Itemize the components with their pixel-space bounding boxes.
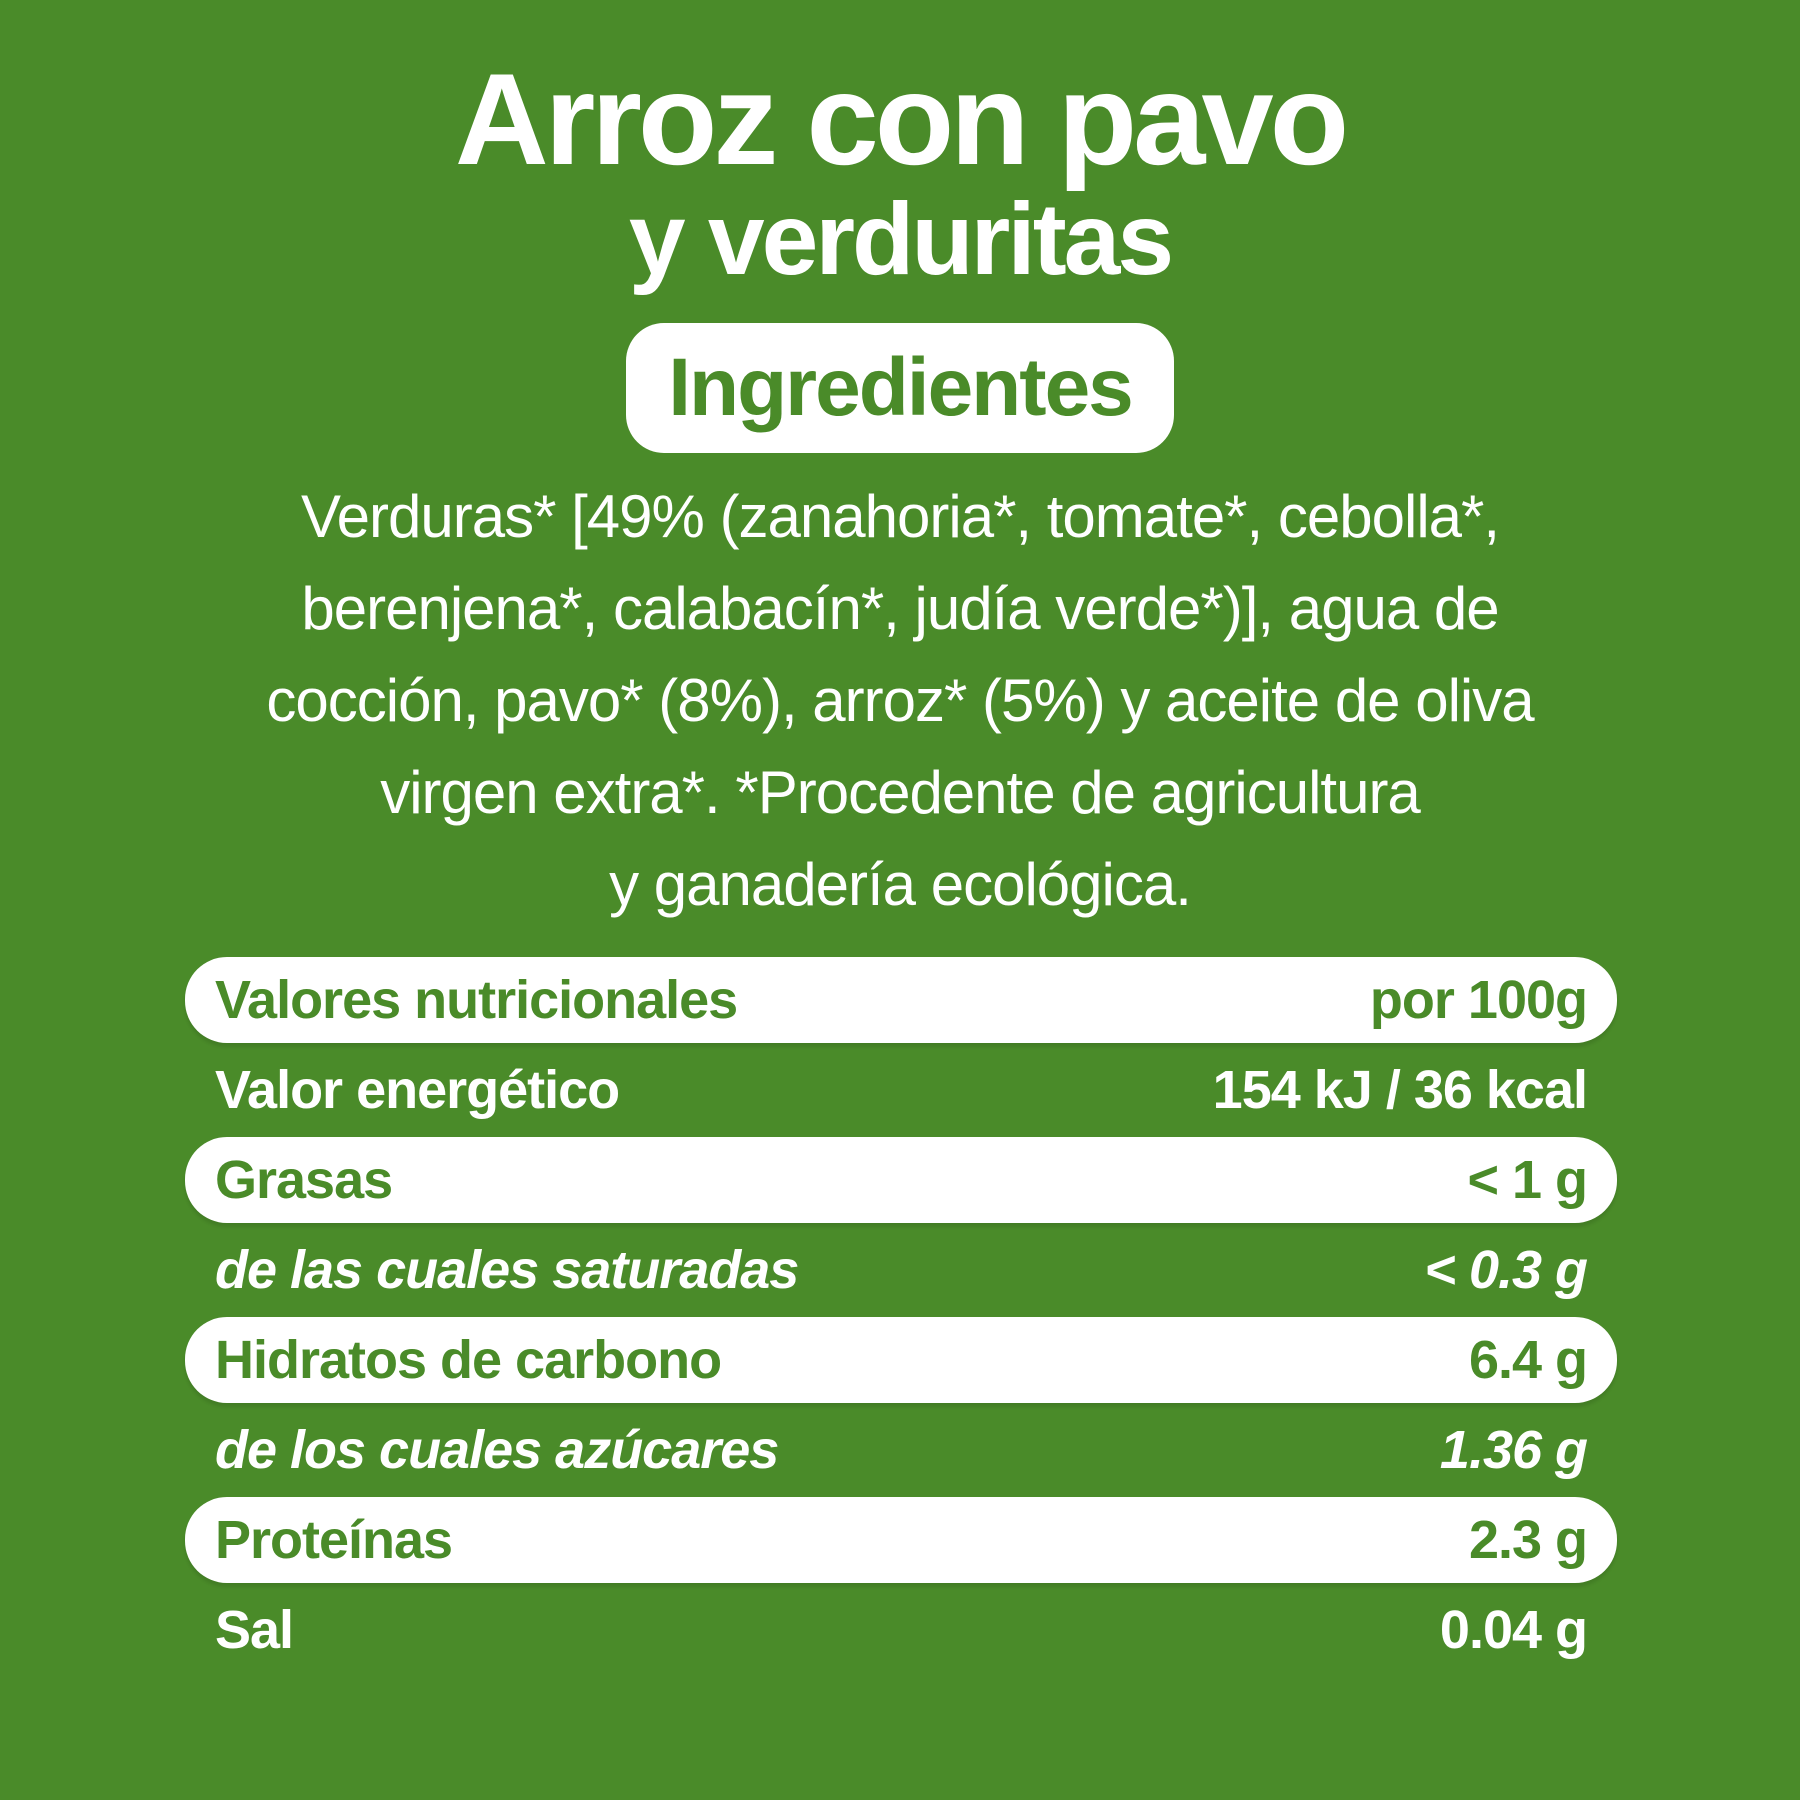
row-value: 2.3 g [1468,1510,1588,1570]
row-value: 6.4 g [1468,1330,1588,1390]
row-value: < 1 g [1467,1150,1588,1210]
table-row: Hidratos de carbono 6.4 g [185,1317,1617,1403]
row-label: Valores nutricionales [215,970,738,1030]
table-row: de las cuales saturadas < 0.3 g [185,1223,1617,1317]
nutrition-table: Valores nutricionales por 100g Valor energ… [185,957,1617,1677]
row-label: Hidratos de carbono [215,1330,722,1390]
row-label: de las cuales saturadas [215,1240,799,1300]
table-row: Sal 0.04 g [185,1583,1617,1677]
row-label: Sal [215,1600,294,1660]
row-value: 1.36 g [1439,1420,1588,1480]
ingredients-badge: Ingredientes [626,323,1174,453]
ingredients-text: Verduras* [49% (zanahoria*, tomate*, ceb… [266,483,1534,918]
ingredients-badge-wrap: Ingredientes [0,323,1800,453]
row-value: 0.04 g [1439,1600,1588,1660]
table-row: Valor energético 154 kJ / 36 kcal [185,1043,1617,1137]
table-row: Valores nutricionales por 100g [185,957,1617,1043]
product-title: Arroz con pavo y verduritas [0,46,1800,296]
table-row: Proteínas 2.3 g [185,1497,1617,1583]
table-row: de los cuales azúcares 1.36 g [185,1403,1617,1497]
product-title-line1: Arroz con pavo [454,46,1349,192]
row-label: de los cuales azúcares [215,1420,779,1480]
row-value: por 100g [1369,970,1588,1030]
table-row: Grasas < 1 g [185,1137,1617,1223]
row-label: Proteínas [215,1510,453,1570]
row-value: 154 kJ / 36 kcal [1212,1060,1588,1120]
product-title-line2: y verduritas [628,182,1174,296]
row-label: Valor energético [215,1060,620,1120]
row-label: Grasas [215,1150,393,1210]
row-value: < 0.3 g [1424,1240,1588,1300]
